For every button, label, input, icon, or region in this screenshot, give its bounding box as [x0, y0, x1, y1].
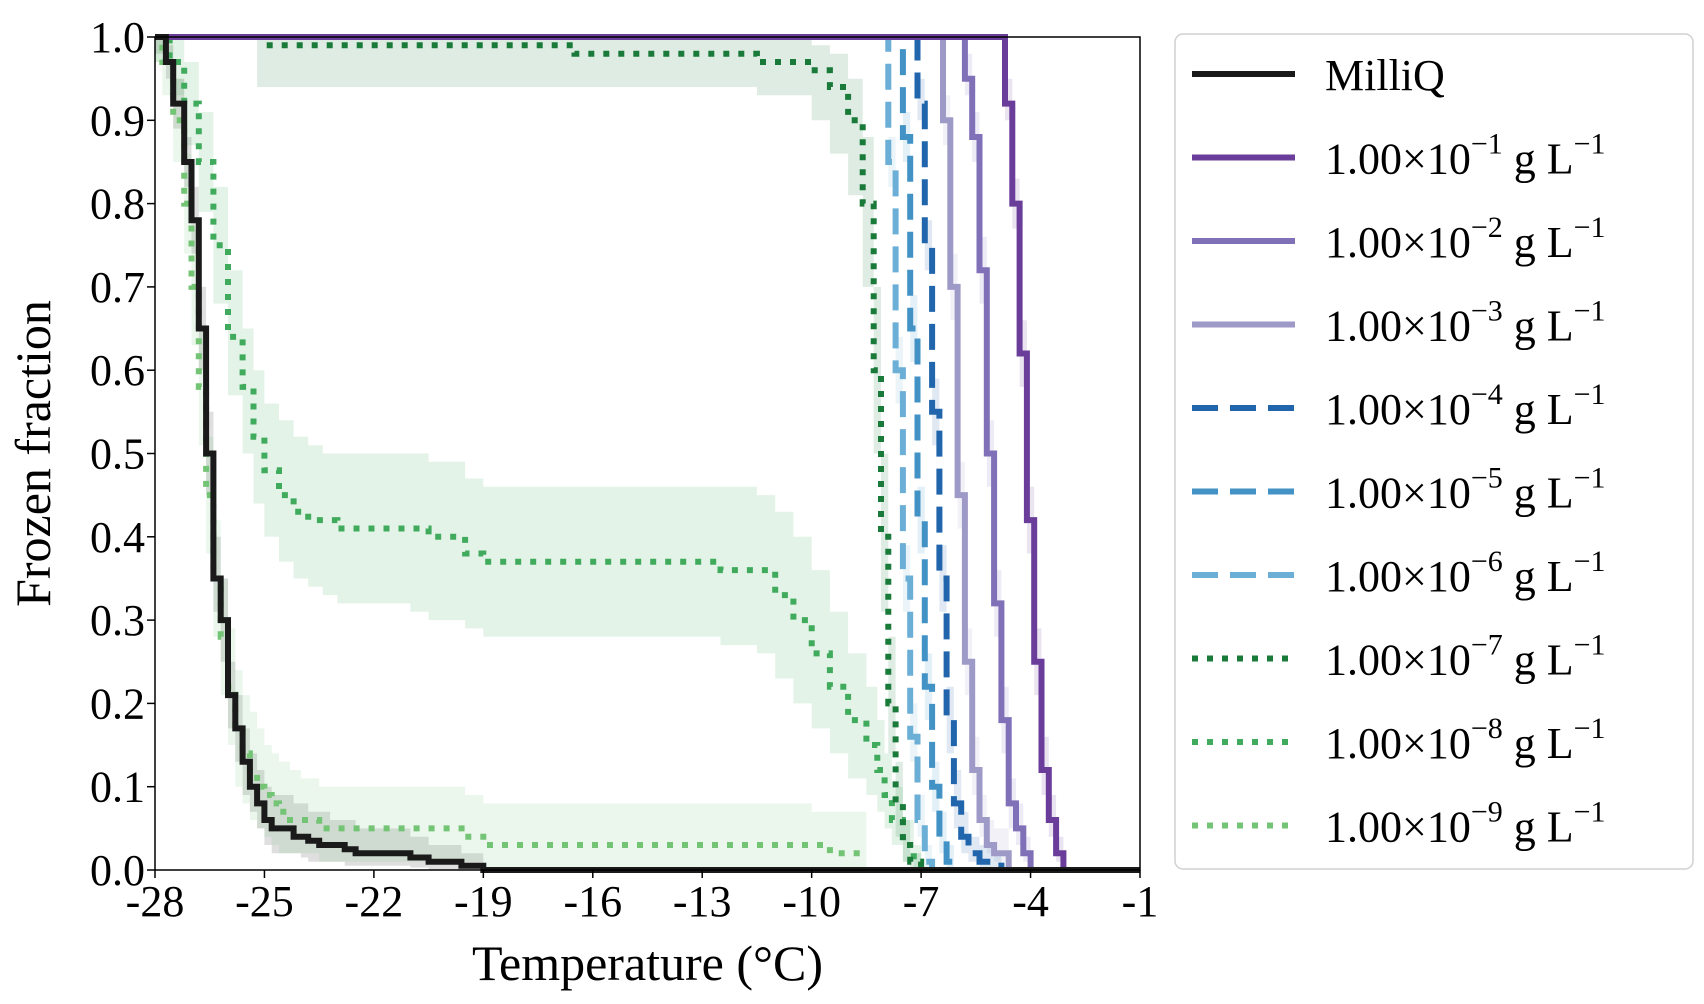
- y-axis: 0.0 0.1 0.2 0.3 0.4 0.5 0.6 0.7 0.8 0.9 1.0: [90, 13, 155, 895]
- y-tick-label: 0.4: [90, 513, 145, 562]
- legend-label: 1.00×10−1 g L−1: [1325, 128, 1606, 184]
- y-tick-label: 0.8: [90, 180, 145, 229]
- legend-label: 1.00×10−2 g L−1: [1325, 211, 1606, 267]
- legend: MilliQ 1.00×10−1 g L−1 1.00×10−2 g L−1 1.00…: [1174, 33, 1694, 870]
- line-series-6: [155, 34, 1140, 873]
- band-series-9: [155, 37, 1140, 870]
- line-series-5: [155, 34, 1140, 873]
- x-tick-label: -10: [782, 877, 841, 926]
- legend-label: 1.00×10−5 g L−1: [1325, 462, 1606, 518]
- x-tick-label: -4: [1012, 877, 1049, 926]
- line-series-8: [155, 34, 1140, 873]
- band-series-8: [155, 37, 1140, 870]
- x-tick-label: -22: [345, 877, 404, 926]
- x-tick-label: -7: [903, 877, 940, 926]
- x-tick-label: -28: [126, 877, 185, 926]
- x-tick-label: -16: [563, 877, 622, 926]
- y-tick-label: 0.3: [90, 596, 145, 645]
- x-tick-label: -1: [1122, 877, 1159, 926]
- line-series-9: [155, 34, 1140, 873]
- legend-label: 1.00×10−7 g L−1: [1325, 629, 1606, 685]
- series-lines: [155, 34, 1140, 873]
- line-series-4: [155, 34, 1140, 873]
- y-tick-label: 0.0: [90, 846, 145, 895]
- x-tick-label: -25: [235, 877, 294, 926]
- x-axis: -28 -25 -22 -19 -16 -13 -10 -7 -4 -1: [126, 870, 1159, 926]
- legend-label: 1.00×10−6 g L−1: [1325, 545, 1606, 601]
- y-tick-label: 0.5: [90, 430, 145, 479]
- legend-label: 1.00×10−4 g L−1: [1325, 378, 1606, 434]
- line-series-1: [155, 34, 1140, 873]
- x-tick-label: -13: [673, 877, 732, 926]
- legend-label: MilliQ: [1325, 51, 1445, 100]
- line-series-2: [155, 34, 1140, 873]
- y-tick-label: 0.2: [90, 679, 145, 728]
- y-tick-label: 0.6: [90, 346, 145, 395]
- legend-label: 1.00×10−9 g L−1: [1325, 796, 1606, 852]
- line-series-3: [155, 34, 1140, 873]
- legend-box: [1174, 33, 1694, 870]
- band-series-2: [155, 37, 1140, 870]
- y-tick-label: 0.7: [90, 263, 145, 312]
- line-series-10: [155, 34, 867, 857]
- y-tick-label: 0.1: [90, 763, 145, 812]
- y-tick-label: 1.0: [90, 13, 145, 62]
- x-axis-title: Temperature (°C): [472, 935, 823, 991]
- x-tick-label: -19: [454, 877, 513, 926]
- y-tick-label: 0.9: [90, 96, 145, 145]
- legend-label: 1.00×10−3 g L−1: [1325, 295, 1606, 351]
- y-axis-title: Frozen fraction: [5, 300, 61, 607]
- legend-label: 1.00×10−8 g L−1: [1325, 712, 1606, 768]
- line-series-7: [155, 34, 1140, 873]
